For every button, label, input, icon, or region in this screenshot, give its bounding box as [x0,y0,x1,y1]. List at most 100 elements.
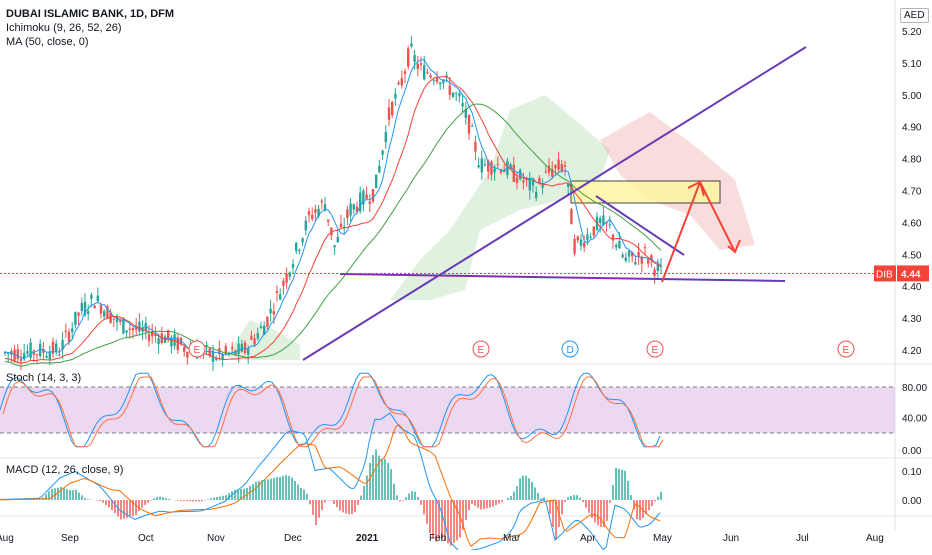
macd-histogram-bar [570,496,572,500]
macd-legend[interactable]: MACD (12, 26, close, 9) [6,463,123,477]
candle-body [420,63,422,65]
candle-body [401,78,403,85]
candle-body [381,151,383,155]
candle-body [404,71,406,74]
macd-histogram-bar [639,500,641,520]
macd-histogram-bar [96,500,98,501]
candle-body [285,274,287,283]
macd-histogram-bar [492,500,494,506]
macd-histogram-bar [384,459,386,500]
macd-histogram-bar [480,500,482,510]
time-axis-label: Aug [0,533,14,544]
candle-body [132,328,134,330]
macd-tick-label: 0.00 [902,496,922,507]
candle-body [455,93,457,94]
price-tick-label: 5.00 [902,91,922,102]
candle-body [349,204,351,216]
macd-histogram-bar [522,476,524,500]
candle-body [545,172,547,173]
candle-body [426,72,428,73]
macd-histogram-bar [648,500,650,510]
macd-histogram-bar [423,500,425,514]
macd-histogram-bar [255,482,257,500]
price-tick-label: 5.20 [902,27,922,38]
macd-histogram-bar [51,489,53,500]
macd-histogram-bar [75,490,77,500]
candle-body [321,201,323,203]
candle-body [129,329,131,330]
macd-histogram-bar [168,499,170,500]
macd-histogram-bar [288,476,290,500]
candle-body [644,247,646,248]
macd-histogram-bar [108,500,110,507]
indicator-ma-label[interactable]: MA (50, close, 0) [6,35,174,49]
candle-body [423,65,425,79]
macd-histogram-bar [192,500,194,501]
macd-histogram-bar [651,500,653,506]
macd-histogram-bar [291,478,293,500]
macd-histogram-bar [582,500,584,502]
macd-histogram-bar [372,455,374,500]
candle-body [298,250,300,251]
candle-body [554,165,556,168]
time-axis-label: Jun [723,533,739,544]
macd-histogram-bar [393,484,395,500]
macd-histogram-bar [381,459,383,500]
price-tag-symbol: DIB [876,269,893,280]
candle-body [490,162,492,175]
candle-body [522,180,524,182]
macd-histogram-bar [120,500,122,520]
price-tick-label: 4.30 [902,314,922,325]
candle-body [593,226,595,235]
resistance-zone [571,181,720,203]
macd-histogram-bar [618,469,620,500]
macd-histogram-bar [366,475,368,500]
macd-histogram-bar [213,498,215,500]
candle-body [532,181,534,186]
macd-histogram-bar [309,500,311,504]
macd-histogram-bar [276,477,278,500]
candle-body [311,215,313,219]
candle-body [397,83,399,84]
candle-body [541,185,543,188]
candle-body [497,164,499,165]
candle-body [125,330,127,332]
macd-histogram-bar [564,500,566,502]
candle-body [260,327,262,328]
macd-histogram-bar [621,470,623,500]
macd-histogram-bar [456,500,458,540]
macd-histogram-bar [222,496,224,500]
stoch-legend[interactable]: Stoch (14, 3, 3) [6,371,81,385]
macd-histogram-bar [465,500,467,520]
macd-histogram-bar [453,500,455,543]
time-axis-label: Sep [61,533,79,544]
candle-body [407,48,409,66]
macd-histogram-bar [414,492,416,500]
candle-body [49,352,51,359]
candle-body [292,264,294,268]
macd-histogram-bar [57,488,59,500]
macd-histogram-bar [660,492,662,500]
price-tick-label: 4.90 [902,123,922,134]
macd-histogram-bar [147,500,149,503]
candle-body [570,209,572,224]
candle-body [647,259,649,263]
currency-badge[interactable]: AED [900,8,929,23]
candle-body [26,351,28,354]
macd-histogram-bar [243,489,245,500]
macd-histogram-bar [252,484,254,500]
candle-body [266,317,268,327]
macd-histogram-bar [189,500,191,501]
macd-histogram-bar [498,500,500,504]
candle-body [365,194,367,199]
candle-body [634,262,636,264]
candle-body [586,234,588,240]
candle-body [113,319,115,320]
macd-histogram-bar [483,500,485,509]
candle-body [90,295,92,299]
macd-histogram-bar [402,500,404,501]
candle-body [372,189,374,201]
candle-body [564,165,566,167]
indicator-ichimoku-label[interactable]: Ichimoku (9, 26, 52, 26) [6,21,174,35]
